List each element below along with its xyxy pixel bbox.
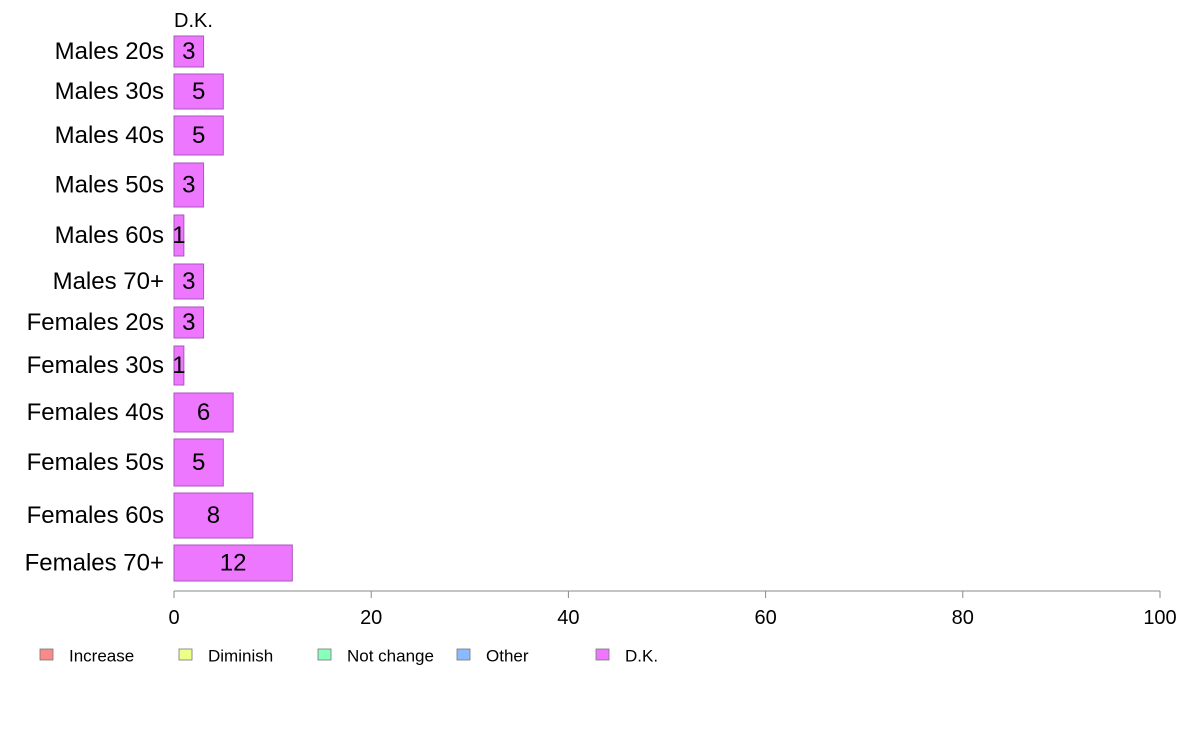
value-label: 1 bbox=[172, 352, 185, 379]
category-label: Females 20s bbox=[27, 309, 164, 336]
bar bbox=[173, 162, 205, 208]
value-label: 5 bbox=[192, 449, 205, 476]
bar bbox=[173, 115, 224, 156]
legend-swatch bbox=[595, 648, 610, 661]
value-label: 3 bbox=[182, 309, 195, 336]
bar bbox=[173, 544, 293, 582]
category-label: Males 40s bbox=[55, 122, 164, 149]
category-label: Females 60s bbox=[27, 502, 164, 529]
value-label: 5 bbox=[192, 122, 205, 149]
category-label: Females 40s bbox=[27, 399, 164, 426]
bar bbox=[173, 492, 254, 539]
x-tick-label: 20 bbox=[360, 607, 382, 629]
x-axis: 0 20 40 60 80 100 bbox=[168, 590, 1177, 629]
legend-label: Not change bbox=[347, 647, 434, 666]
series-header: D.K. bbox=[174, 10, 213, 32]
category-label: Males 70+ bbox=[53, 268, 164, 295]
bar bbox=[173, 438, 224, 487]
value-label: 3 bbox=[182, 172, 195, 199]
category-label: Males 30s bbox=[55, 78, 164, 105]
category-labels: Males 20s Males 30s Males 40s Males 50s Male… bbox=[25, 38, 164, 577]
bar bbox=[173, 214, 185, 257]
bar bbox=[173, 35, 205, 68]
category-label: Males 20s bbox=[55, 38, 164, 65]
bar bbox=[173, 345, 185, 386]
value-label: 6 bbox=[197, 399, 210, 426]
legend-swatch bbox=[317, 648, 332, 661]
legend-swatch bbox=[456, 648, 471, 661]
legend-label: Other bbox=[486, 647, 529, 666]
value-label: 3 bbox=[182, 268, 195, 295]
bar bbox=[173, 306, 205, 339]
category-label: Males 60s bbox=[55, 222, 164, 249]
value-label: 5 bbox=[192, 78, 205, 105]
category-label: Females 50s bbox=[27, 449, 164, 476]
legend-swatch bbox=[39, 648, 54, 661]
x-tick-label: 0 bbox=[168, 607, 179, 629]
bar bbox=[173, 263, 205, 300]
x-tick-label: 80 bbox=[952, 607, 974, 629]
value-label: 1 bbox=[172, 222, 185, 249]
legend-label: Diminish bbox=[208, 647, 273, 666]
bars-group bbox=[173, 35, 293, 582]
legend: Increase Diminish Not change Other D.K. bbox=[39, 647, 658, 666]
x-tick-label: 100 bbox=[1143, 607, 1176, 629]
x-tick-label: 40 bbox=[557, 607, 579, 629]
category-label: Females 30s bbox=[27, 352, 164, 379]
value-label: 12 bbox=[220, 550, 247, 577]
x-tick-label: 60 bbox=[754, 607, 776, 629]
value-label: 3 bbox=[182, 38, 195, 65]
bar bbox=[173, 73, 224, 110]
legend-label: D.K. bbox=[625, 647, 658, 666]
value-label: 8 bbox=[207, 502, 220, 529]
legend-swatch bbox=[178, 648, 193, 661]
bar bbox=[173, 392, 234, 433]
legend-label: Increase bbox=[69, 647, 134, 666]
category-label: Females 70+ bbox=[25, 550, 164, 577]
category-label: Males 50s bbox=[55, 172, 164, 199]
